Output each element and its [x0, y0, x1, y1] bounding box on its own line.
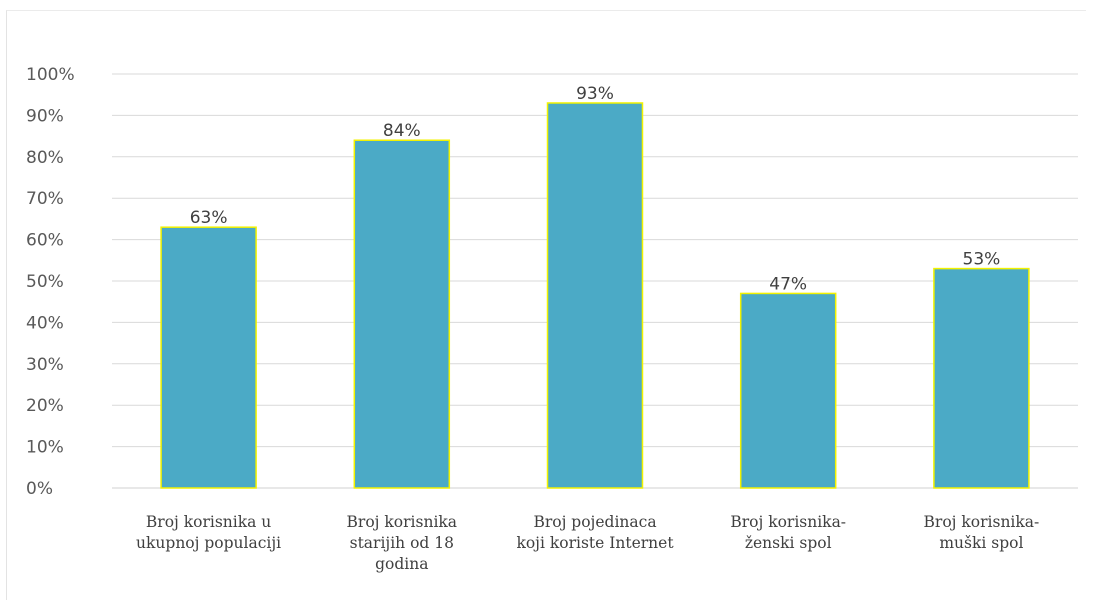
data-label: 63%: [190, 208, 228, 228]
category-label-line: Broj pojedinaca: [533, 513, 656, 531]
category-label-line: Broj korisnika u: [146, 513, 271, 531]
category-label-line: Broj korisnika-: [730, 513, 846, 531]
category-label-line: Broj korisnika: [347, 513, 457, 531]
bar: [353, 139, 451, 489]
category-label: Broj korisnika starijih od 18 godina: [347, 513, 457, 573]
category-label-line: ženski spol: [745, 534, 832, 552]
data-label: 93%: [576, 84, 614, 104]
category-label: Broj korisnika u ukupnoj populaciji: [136, 513, 281, 552]
y-tick-label: 70%: [26, 189, 64, 209]
bar: [546, 102, 644, 489]
category-label: Broj pojedinaca koji koriste Internet: [516, 513, 674, 552]
data-label: 47%: [769, 274, 807, 294]
y-tick-label: 50%: [26, 272, 64, 292]
data-label: 53%: [963, 250, 1001, 270]
y-tick-label: 20%: [26, 396, 64, 416]
category-label: Broj korisnika-ženski spol: [730, 513, 846, 552]
y-tick-label: 40%: [26, 313, 64, 333]
category-label-line: koji koriste Internet: [516, 534, 674, 552]
y-tick-label: 80%: [26, 148, 64, 168]
category-label: Broj korisnika-muški spol: [924, 513, 1040, 552]
category-label-line: muški spol: [939, 534, 1023, 552]
category-label-line: starijih od 18: [350, 534, 454, 552]
y-tick-label: 60%: [26, 231, 64, 251]
category-label-line: godina: [375, 555, 428, 573]
bar: [739, 292, 837, 489]
y-tick-label: 100%: [26, 65, 75, 85]
y-tick-label: 90%: [26, 106, 64, 126]
data-label: 84%: [383, 121, 421, 141]
bar: [160, 226, 257, 489]
y-tick-label: 10%: [26, 438, 64, 458]
y-tick-label: 0%: [26, 479, 53, 499]
category-label-line: Broj korisnika-: [924, 513, 1040, 531]
category-label-line: ukupnoj populaciji: [136, 534, 281, 552]
bar: [933, 267, 1030, 489]
y-tick-label: 30%: [26, 355, 64, 375]
chart-frame: [6, 10, 1086, 600]
